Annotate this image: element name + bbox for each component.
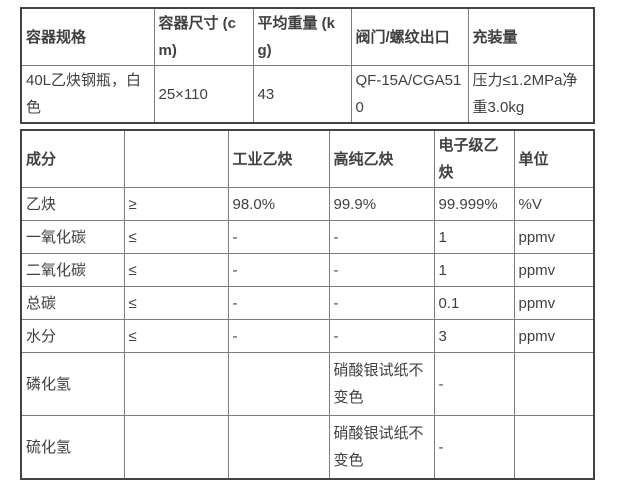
comp-cell-operator: ≤ xyxy=(123,253,229,287)
comp-cell-high-purity: - xyxy=(328,319,435,353)
composition-row-carbon-monoxide: 一氧化碳 ≤ - - 1 ppmv xyxy=(20,220,595,254)
comp-cell-industrial xyxy=(227,352,330,416)
comp-header-electronic: 电子级乙炔 xyxy=(433,129,515,188)
comp-cell-industrial: - xyxy=(227,253,330,287)
spec-header-filling-amount: 充装量 xyxy=(467,7,595,66)
spec-header-valve-outlet: 阀门/螺纹出口 xyxy=(350,7,469,66)
comp-cell-electronic: - xyxy=(433,352,515,416)
comp-cell-name: 一氧化碳 xyxy=(20,220,125,254)
comp-cell-name: 乙炔 xyxy=(20,187,125,221)
comp-cell-name: 水分 xyxy=(20,319,125,353)
composition-table: 成分 工业乙炔 高纯乙炔 电子级乙炔 单位 乙炔 ≥ 98.0% 99.9% 9… xyxy=(20,129,595,480)
comp-cell-industrial: - xyxy=(227,286,330,320)
comp-cell-industrial: - xyxy=(227,220,330,254)
comp-cell-electronic: - xyxy=(433,415,515,480)
comp-cell-unit: ppmv xyxy=(513,286,595,320)
composition-row-moisture: 水分 ≤ - - 3 ppmv xyxy=(20,319,595,353)
spec-cell-filling-amount: 压力≤1.2MPa净重3.0kg xyxy=(467,65,595,124)
comp-cell-unit xyxy=(513,352,595,416)
comp-header-component: 成分 xyxy=(20,129,125,188)
composition-row-carbon-dioxide: 二氧化碳 ≤ - - 1 ppmv xyxy=(20,253,595,287)
comp-header-operator xyxy=(123,129,229,188)
comp-header-unit: 单位 xyxy=(513,129,595,188)
comp-cell-unit xyxy=(513,415,595,480)
composition-row-acetylene: 乙炔 ≥ 98.0% 99.9% 99.999% %V xyxy=(20,187,595,221)
comp-cell-unit: ppmv xyxy=(513,253,595,287)
composition-header-row: 成分 工业乙炔 高纯乙炔 电子级乙炔 单位 xyxy=(20,129,595,188)
comp-cell-operator xyxy=(123,415,229,480)
composition-row-total-carbon: 总碳 ≤ - - 0.1 ppmv xyxy=(20,286,595,320)
spec-data-row: 40L乙炔钢瓶，白色 25×110 43 QF-15A/CGA510 压力≤1.… xyxy=(20,65,595,124)
spec-header-average-weight: 平均重量 (kg) xyxy=(252,7,352,66)
container-spec-table: 容器规格 容器尺寸 (cm) 平均重量 (kg) 阀门/螺纹出口 充装量 40L… xyxy=(20,7,595,124)
comp-cell-industrial: - xyxy=(227,319,330,353)
composition-row-phosphine: 磷化氢 硝酸银试纸不变色 - xyxy=(20,352,595,416)
comp-cell-high-purity: 硝酸银试纸不变色 xyxy=(328,352,435,416)
comp-header-industrial: 工业乙炔 xyxy=(227,129,330,188)
comp-cell-operator xyxy=(123,352,229,416)
spec-cell-average-weight: 43 xyxy=(252,65,352,124)
comp-cell-operator: ≤ xyxy=(123,220,229,254)
spec-cell-container-size: 25×110 xyxy=(153,65,254,124)
spec-header-container-type: 容器规格 xyxy=(20,7,155,66)
comp-cell-electronic: 3 xyxy=(433,319,515,353)
comp-cell-unit: ppmv xyxy=(513,319,595,353)
spec-cell-valve-outlet: QF-15A/CGA510 xyxy=(350,65,469,124)
comp-header-high-purity: 高纯乙炔 xyxy=(328,129,435,188)
spec-header-container-size: 容器尺寸 (cm) xyxy=(153,7,254,66)
comp-cell-high-purity: 硝酸银试纸不变色 xyxy=(328,415,435,480)
comp-cell-high-purity: 99.9% xyxy=(328,187,435,221)
comp-cell-unit: ppmv xyxy=(513,220,595,254)
comp-cell-name: 硫化氢 xyxy=(20,415,125,480)
comp-cell-electronic: 1 xyxy=(433,253,515,287)
comp-cell-unit: %V xyxy=(513,187,595,221)
comp-cell-electronic: 99.999% xyxy=(433,187,515,221)
comp-cell-electronic: 0.1 xyxy=(433,286,515,320)
comp-cell-high-purity: - xyxy=(328,286,435,320)
comp-cell-name: 二氧化碳 xyxy=(20,253,125,287)
comp-cell-name: 磷化氢 xyxy=(20,352,125,416)
comp-cell-high-purity: - xyxy=(328,220,435,254)
spec-cell-container-type: 40L乙炔钢瓶，白色 xyxy=(20,65,155,124)
comp-cell-electronic: 1 xyxy=(433,220,515,254)
spec-header-row: 容器规格 容器尺寸 (cm) 平均重量 (kg) 阀门/螺纹出口 充装量 xyxy=(20,7,595,66)
comp-cell-operator: ≤ xyxy=(123,286,229,320)
comp-cell-name: 总碳 xyxy=(20,286,125,320)
comp-cell-industrial xyxy=(227,415,330,480)
comp-cell-operator: ≤ xyxy=(123,319,229,353)
comp-cell-high-purity: - xyxy=(328,253,435,287)
comp-cell-industrial: 98.0% xyxy=(227,187,330,221)
composition-row-hydrogen-sulfide: 硫化氢 硝酸银试纸不变色 - xyxy=(20,415,595,480)
comp-cell-operator: ≥ xyxy=(123,187,229,221)
